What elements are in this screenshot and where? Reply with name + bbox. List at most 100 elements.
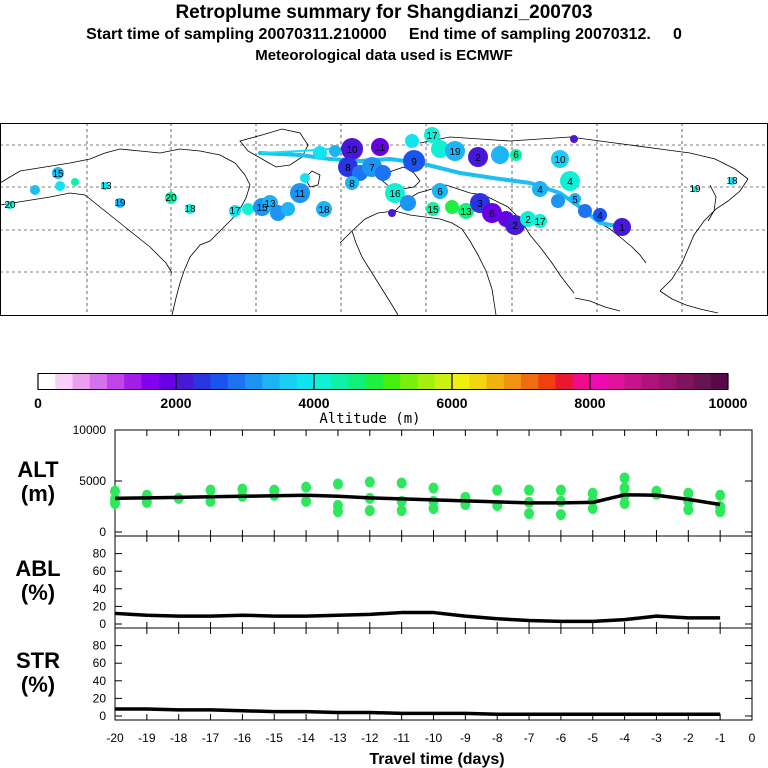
- plume-label: 18: [184, 204, 196, 215]
- alt-point: [492, 484, 503, 496]
- alt-point: [555, 509, 566, 521]
- alt-point: [332, 478, 343, 490]
- colorbar-cell: [210, 374, 229, 389]
- plume-label: 4: [597, 211, 603, 222]
- colorbar-cell: [193, 374, 211, 389]
- plume-label: 19: [449, 147, 461, 158]
- x-tick-label: -16: [234, 731, 252, 745]
- alt-point: [205, 484, 216, 496]
- y-tick-label: 0: [99, 525, 106, 539]
- y-tick-label: 5000: [79, 474, 106, 488]
- chart-title: Retroplume summary for Shangdianzi_20070…: [175, 2, 593, 23]
- plume-label: 13: [460, 207, 472, 218]
- y-tick-label: 0: [99, 709, 106, 723]
- alt-point: [619, 497, 630, 509]
- x-tick-label: -19: [138, 731, 156, 745]
- colorbar-cell: [107, 374, 125, 389]
- abl-panel: 0 20 40 60 80 ABL(%): [15, 535, 753, 631]
- plume-labels: 20 15 13 19 20 18 17 15 13 11 18 10 8 8 …: [4, 131, 738, 234]
- plume-markers: [6, 127, 736, 236]
- plume-label: 2: [512, 221, 518, 232]
- colorbar-cell: [314, 374, 332, 389]
- met-data-note: Meteorological data used is ECMWF: [255, 47, 513, 64]
- plume-label: 5: [572, 195, 578, 206]
- alt-point: [715, 506, 726, 518]
- plume-label: 9: [411, 157, 417, 168]
- colorbar-cell: [89, 374, 108, 389]
- alt-point: [141, 496, 152, 508]
- plume-label: 18: [726, 176, 738, 187]
- plume-label: 17: [229, 206, 241, 217]
- y-tick-label: 40: [93, 582, 107, 596]
- x-tick-label: -15: [266, 731, 284, 745]
- x-tick-label: -8: [492, 731, 503, 745]
- plume-label: 13: [264, 199, 276, 210]
- colorbar-cell: [624, 374, 643, 389]
- alt-point: [555, 484, 566, 496]
- plume-label: 17: [534, 217, 546, 228]
- x-tick-label: 0: [749, 731, 756, 745]
- plume-label: 4: [537, 185, 543, 196]
- alt-point: [205, 495, 216, 507]
- x-tick-label: -11: [393, 731, 410, 745]
- colorbar-cell: [55, 374, 73, 389]
- alt-point: [683, 504, 694, 516]
- colorbar-cell: [469, 374, 487, 389]
- colorbar-label: Altitude (m): [319, 411, 420, 426]
- x-tick-label: -13: [329, 731, 347, 745]
- x-tick-label: -2: [683, 731, 694, 745]
- colorbar-cell: [521, 374, 539, 389]
- colorbar-cell: [607, 374, 625, 389]
- plume-label: 15: [256, 203, 268, 214]
- colorbar-cell: [400, 374, 418, 389]
- colorbar-cell: [434, 374, 453, 389]
- plume-label: 6: [489, 209, 495, 220]
- colorbar-cell: [538, 374, 556, 389]
- plume-label: 13: [100, 181, 112, 192]
- median-line: [114, 493, 721, 507]
- x-axis: -20 -19 -18 -17 -16 -15 -14 -13 -12 -11 -10 -9 -8 -7-…: [106, 731, 755, 768]
- colorbar-cell: [262, 374, 280, 389]
- plume-label: 8: [349, 179, 355, 190]
- alt-point: [428, 482, 439, 494]
- colorbar-cell: [348, 374, 367, 389]
- alt-point: [428, 503, 439, 515]
- x-axis-title: Travel time (days): [369, 751, 504, 768]
- y-tick-label: 60: [93, 656, 107, 670]
- x-tick-label: -17: [202, 731, 220, 745]
- plume-label: 1: [619, 223, 625, 234]
- colorbar-tick-label: 6000: [436, 395, 467, 411]
- colorbar-cell: [72, 374, 91, 389]
- x-tick-label: -7: [524, 731, 535, 745]
- plume-label: 20: [4, 200, 16, 211]
- x-tick-label: -9: [460, 731, 471, 745]
- plume-label: 6: [437, 187, 443, 198]
- plume-label: 2: [525, 215, 531, 226]
- panel-frame: [114, 627, 753, 721]
- plume-label: 7: [369, 163, 375, 174]
- plume-label: 15: [52, 169, 64, 180]
- y-tick-label: 60: [93, 564, 107, 578]
- colorbar-cell: [176, 374, 194, 389]
- x-tick-label: -3: [651, 731, 662, 745]
- alt-point: [364, 505, 375, 517]
- colorbar-cell: [279, 374, 298, 389]
- altitude-colorbar: 0 2000 4000 6000 8000 10000 Altitude (m): [34, 373, 748, 426]
- colorbar-cell: [417, 374, 436, 389]
- colorbar-cell: [572, 374, 591, 389]
- colorbar-cell: [590, 374, 608, 389]
- panel-label: ALT: [17, 457, 59, 482]
- plume-label: 8: [345, 163, 351, 174]
- colorbar-tick-label: 8000: [574, 395, 605, 411]
- sampling-times: Start time of sampling 20070311.210000 E…: [86, 26, 682, 43]
- panel-label: STR: [16, 648, 60, 673]
- colorbar-cell: [365, 374, 384, 389]
- plume-label: 15: [427, 205, 439, 216]
- alt-point: [683, 487, 694, 499]
- alt-point: [301, 481, 312, 493]
- colorbar-cell: [296, 374, 315, 389]
- colorbar-cell: [245, 374, 263, 389]
- map-graticule: [0, 123, 768, 316]
- colorbar-tick-label: 2000: [160, 395, 191, 411]
